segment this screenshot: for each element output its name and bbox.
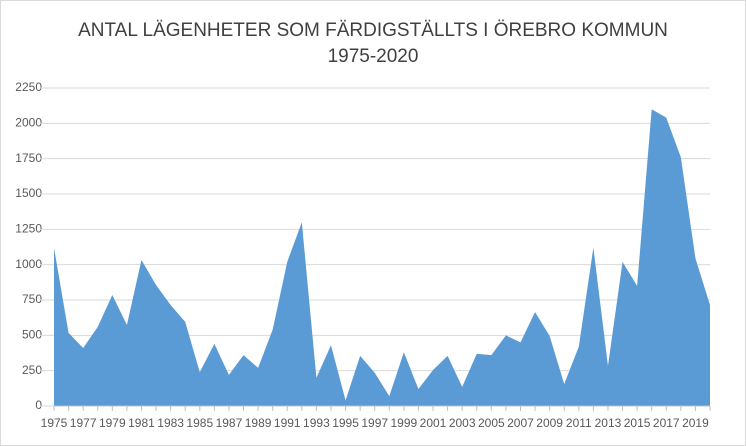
x-tick-label: 1987 — [216, 416, 243, 430]
y-tick-label: 1250 — [15, 222, 42, 236]
x-tick-label: 1993 — [303, 416, 330, 430]
y-tick-label: 0 — [35, 398, 42, 412]
chart-subtitle: 1975-2020 — [328, 46, 419, 67]
x-tick-label: 2005 — [478, 416, 505, 430]
x-tick-label: 1979 — [99, 416, 126, 430]
y-tick-label: 2000 — [15, 116, 42, 130]
x-tick-label: 2007 — [507, 416, 534, 430]
y-tick-label: 1500 — [15, 186, 42, 200]
y-tick-label: 250 — [22, 363, 42, 377]
x-tick-label: 1989 — [245, 416, 272, 430]
y-tick-label: 1000 — [15, 257, 42, 271]
y-tick-label: 500 — [22, 328, 42, 342]
x-tick-label: 2019 — [682, 416, 709, 430]
x-tick-label: 2001 — [420, 416, 447, 430]
x-tick-label: 1991 — [274, 416, 301, 430]
x-tick-label: 1983 — [157, 416, 184, 430]
area — [54, 109, 710, 406]
x-tick-label: 2015 — [624, 416, 651, 430]
x-tick-label: 1995 — [332, 416, 359, 430]
y-tick-label: 750 — [22, 292, 42, 306]
x-tick-label: 1999 — [391, 416, 418, 430]
x-tick-label: 1977 — [70, 416, 97, 430]
x-tick-label: 1997 — [361, 416, 388, 430]
y-tick-label: 2250 — [15, 80, 42, 94]
x-tick-label: 2009 — [536, 416, 563, 430]
x-tick-label: 2003 — [449, 416, 476, 430]
x-tick-label: 1985 — [186, 416, 213, 430]
chart-title: ANTAL LÄGENHETER SOM FÄRDIGSTÄLLTS I ÖRE… — [78, 20, 668, 41]
x-tick-label: 2013 — [595, 416, 622, 430]
x-tick-label: 1975 — [41, 416, 68, 430]
x-tick-label: 1981 — [128, 416, 155, 430]
x-tick-label: 2011 — [566, 416, 592, 430]
y-tick-label: 1750 — [15, 151, 42, 165]
x-tick-label: 2017 — [653, 416, 680, 430]
